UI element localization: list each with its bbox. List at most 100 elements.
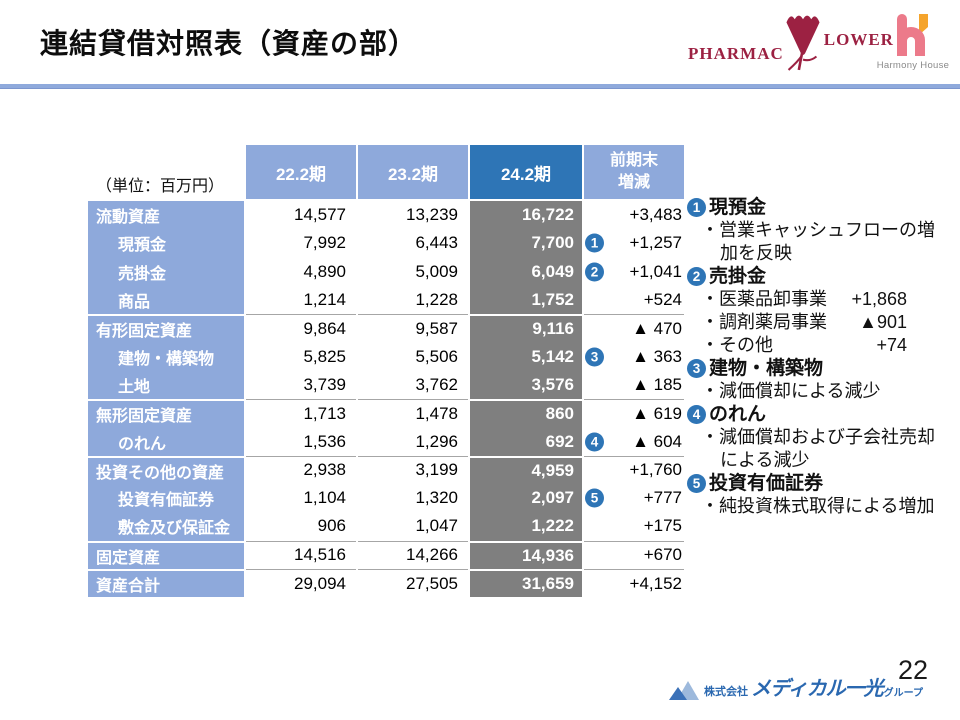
value-change: 2 +1,041 — [584, 257, 684, 286]
note-bullet: ・純投資株式取得による増加 — [701, 496, 935, 516]
balance-sheet-table: （単位：百万円） 22.2期 23.2期 24.2期 前期末 増減 流動資産 14… — [88, 145, 686, 598]
note-badge-1: 1 — [687, 198, 706, 217]
value-period-1: 1,104 — [246, 483, 356, 513]
value-period-2: 1,478 — [358, 399, 468, 428]
note-badge-4: 4 — [585, 432, 604, 452]
value-change: ▲ 470 — [584, 314, 684, 343]
value-period-3: 6,049 — [470, 257, 582, 286]
value-period-1: 7,992 — [246, 229, 356, 258]
value-change: +4,152 — [584, 568, 684, 598]
row-label: 流動資産 — [88, 201, 244, 230]
value-change: 1 +1,257 — [584, 229, 684, 258]
note-badge-2: 2 — [585, 262, 604, 282]
row-label: 敷金及び保証金 — [88, 512, 244, 541]
value-change: +175 — [584, 512, 684, 541]
value-change: 3 ▲ 363 — [584, 342, 684, 371]
notes-panel: 1 現預金 ・営業キャッシュフローの増加を反映 2 売掛金 ・医薬品卸事業 +1,868 ・調… — [687, 196, 949, 518]
row-label: 商品 — [88, 285, 244, 315]
value-change: ▲ 185 — [584, 370, 684, 400]
value-period-1: 906 — [246, 512, 356, 541]
value-period-2: 3,199 — [358, 455, 468, 484]
harmony-house-h-icon — [874, 14, 952, 56]
row-label: 無形固定資産 — [88, 399, 244, 428]
value-change: +524 — [584, 285, 684, 315]
row-label: 建物・構築物 — [88, 342, 244, 371]
row-label: 売掛金 — [88, 257, 244, 286]
page-title: 連結貸借対照表（資産の部） — [40, 28, 418, 59]
value-period-1: 14,516 — [246, 540, 356, 569]
value-period-3: 860 — [470, 399, 582, 428]
value-change: ▲ 619 — [584, 399, 684, 428]
value-period-2: 1,320 — [358, 483, 468, 513]
row-label: 有形固定資産 — [88, 314, 244, 343]
column-header-period-1: 22.2期 — [246, 145, 356, 201]
value-period-1: 14,577 — [246, 201, 356, 230]
column-header-change: 前期末 増減 — [584, 145, 684, 201]
value-period-3: 9,116 — [470, 314, 582, 343]
note-bullet: ・営業キャッシュフローの増加を反映 — [701, 220, 935, 263]
value-period-2: 13,239 — [358, 201, 468, 230]
note-bullet: ・その他 +74 — [701, 335, 907, 355]
note-bullet: ・調剤薬局事業 ▲901 — [701, 312, 907, 332]
note-title: 3 建物・構築物 — [687, 357, 949, 380]
value-period-2: 14,266 — [358, 540, 468, 569]
note-badge-3: 3 — [585, 347, 604, 367]
note-bullet: ・減価償却による減少 — [701, 381, 881, 401]
row-label: 現預金 — [88, 229, 244, 258]
value-period-2: 9,587 — [358, 314, 468, 343]
value-period-1: 2,938 — [246, 455, 356, 484]
note-badge-5: 5 — [585, 488, 604, 508]
harmony-house-logo-text: Harmony House — [876, 60, 950, 71]
value-period-3: 1,752 — [470, 285, 582, 315]
note-title: 4 のれん — [687, 403, 949, 426]
note-badge-5: 5 — [687, 474, 706, 493]
value-period-3: 4,959 — [470, 455, 582, 484]
value-period-1: 5,825 — [246, 342, 356, 371]
row-label: 投資有価証券 — [88, 483, 244, 513]
value-period-3: 1,222 — [470, 512, 582, 541]
value-period-2: 27,505 — [358, 568, 468, 598]
note-badge-2: 2 — [687, 267, 706, 286]
value-period-1: 1,536 — [246, 427, 356, 456]
value-period-3: 2,097 — [470, 483, 582, 513]
row-label: 土地 — [88, 370, 244, 400]
page-number: 22 — [898, 655, 929, 685]
value-period-2: 1,296 — [358, 427, 468, 456]
note-title: 2 売掛金 — [687, 265, 949, 288]
company-name: メディカル一光 — [751, 678, 884, 700]
table-body: 流動資産 14,577 13,239 16,722 +3,483 現預金 7,992 6,44… — [88, 201, 686, 598]
value-period-1: 1,713 — [246, 399, 356, 428]
value-period-2: 1,047 — [358, 512, 468, 541]
note-badge-3: 3 — [687, 359, 706, 378]
value-period-3: 16,722 — [470, 201, 582, 230]
value-period-2: 1,228 — [358, 285, 468, 315]
value-period-1: 29,094 — [246, 568, 356, 598]
row-label: 投資その他の資産 — [88, 455, 244, 484]
value-change: 5 +777 — [584, 483, 684, 513]
value-period-1: 4,890 — [246, 257, 356, 286]
note-badge-1: 1 — [585, 233, 604, 253]
note-title: 5 投資有価証券 — [687, 472, 949, 495]
harmony-house-logo: Harmony House — [874, 14, 952, 71]
company-suffix: グループ — [883, 688, 924, 699]
value-change: +3,483 — [584, 201, 684, 230]
value-period-2: 5,506 — [358, 342, 468, 371]
value-period-1: 9,864 — [246, 314, 356, 343]
column-header-period-2: 23.2期 — [358, 145, 468, 201]
title-divider — [0, 84, 960, 89]
note-badge-4: 4 — [687, 405, 706, 424]
value-period-3: 31,659 — [470, 568, 582, 598]
note-title: 1 現預金 — [687, 196, 949, 219]
row-label: のれん — [88, 427, 244, 456]
value-period-2: 3,762 — [358, 370, 468, 400]
table-header-row: （単位：百万円） 22.2期 23.2期 24.2期 前期末 増減 — [88, 145, 686, 201]
mountain-triangles-icon — [668, 678, 704, 701]
value-period-3: 7,700 — [470, 229, 582, 258]
row-label: 資産合計 — [88, 568, 244, 598]
note-bullet: ・医薬品卸事業 +1,868 — [701, 289, 907, 309]
value-change: 4 ▲ 604 — [584, 427, 684, 456]
value-period-1: 3,739 — [246, 370, 356, 400]
company-prefix: 株式会社 — [704, 686, 748, 698]
tulip-flower-icon — [784, 10, 822, 72]
